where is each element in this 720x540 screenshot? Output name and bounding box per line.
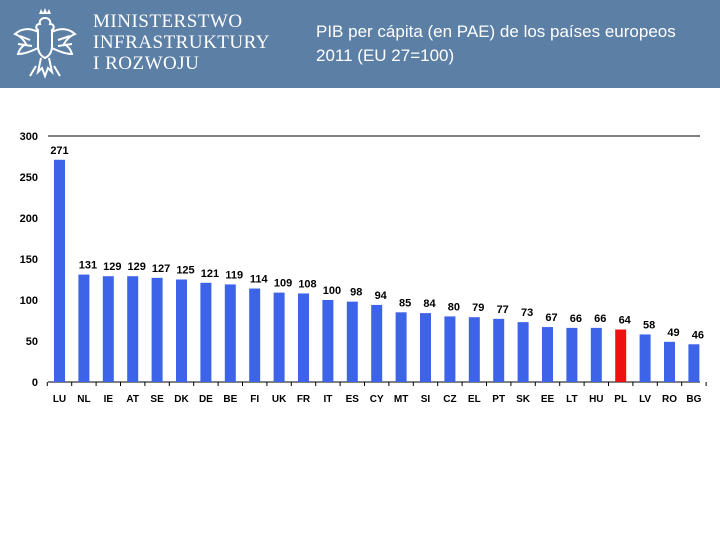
- data-label-be: 119: [225, 269, 243, 281]
- y-tick-label: 100: [20, 295, 38, 307]
- bar-pl: [615, 329, 627, 382]
- y-tick-label: 300: [20, 131, 38, 143]
- ministry-line-2: INFRASTRUKTURY: [93, 32, 270, 53]
- category-label-se: SE: [150, 394, 164, 405]
- category-label-pl: PL: [614, 394, 627, 405]
- category-label-cz: CZ: [443, 394, 456, 405]
- category-label-it: IT: [323, 394, 332, 405]
- bar-cz: [444, 316, 456, 382]
- data-label-fi: 114: [250, 274, 269, 286]
- category-label-fr: FR: [297, 394, 311, 405]
- data-label-cy: 94: [375, 290, 388, 302]
- data-label-es: 98: [350, 287, 362, 299]
- bar-cy: [371, 304, 383, 382]
- ministry-name: MINISTERSTWO INFRASTRUKTURY I ROZWOJU: [93, 11, 270, 74]
- category-label-fi: FI: [250, 394, 259, 405]
- data-label-lu: 271: [50, 145, 68, 157]
- category-label-ie: IE: [104, 394, 114, 405]
- category-label-nl: NL: [77, 394, 90, 405]
- category-label-sk: SK: [516, 394, 531, 405]
- bar-fi: [249, 288, 261, 382]
- data-label-se: 127: [152, 263, 170, 275]
- category-label-lu: LU: [53, 394, 66, 405]
- bar-ie: [102, 276, 114, 382]
- data-label-bg: 46: [692, 329, 704, 341]
- bar-bg: [688, 344, 700, 382]
- bar-si: [420, 313, 431, 382]
- category-label-si: SI: [421, 394, 431, 405]
- category-label-dk: DK: [174, 394, 189, 405]
- bar-de: [200, 282, 212, 382]
- bar-at: [127, 276, 139, 382]
- category-label-at: AT: [126, 394, 139, 405]
- category-label-pt: PT: [492, 394, 505, 405]
- bar-lt: [566, 327, 578, 382]
- category-label-lt: LT: [566, 394, 577, 405]
- data-label-ro: 49: [667, 327, 679, 339]
- bar-es: [346, 301, 358, 382]
- data-label-at: 129: [128, 261, 146, 273]
- bar-hu: [590, 327, 602, 382]
- bar-uk: [273, 292, 285, 382]
- category-label-es: ES: [346, 394, 360, 405]
- ministry-line-3: I ROZWOJU: [93, 53, 200, 74]
- bar-ro: [664, 341, 675, 382]
- data-label-sk: 73: [521, 307, 533, 319]
- bar-mt: [395, 312, 407, 382]
- bar-it: [322, 300, 334, 382]
- category-label-uk: UK: [272, 394, 287, 405]
- category-label-be: BE: [223, 394, 237, 405]
- chart-title: PIB per cápita (en PAE) de los países eu…: [316, 22, 676, 65]
- bar-pt: [493, 318, 505, 382]
- data-label-el: 79: [472, 302, 484, 314]
- data-label-uk: 109: [274, 278, 292, 290]
- data-label-ie: 129: [103, 261, 121, 273]
- y-tick-label: 250: [20, 172, 38, 184]
- bar-fr: [298, 293, 309, 382]
- category-label-mt: MT: [394, 394, 408, 405]
- category-label-cy: CY: [370, 394, 384, 405]
- y-tick-label: 0: [32, 377, 38, 389]
- y-tick-label: 200: [20, 213, 38, 225]
- category-label-de: DE: [199, 394, 213, 405]
- bar-sk: [517, 322, 529, 382]
- data-label-pt: 77: [497, 304, 509, 316]
- bar-el: [468, 317, 480, 382]
- bar-dk: [176, 279, 187, 382]
- data-label-fr: 108: [298, 278, 316, 290]
- data-label-hu: 66: [594, 313, 606, 325]
- category-label-ro: RO: [662, 394, 677, 405]
- bar-ee: [542, 327, 553, 382]
- data-label-cz: 80: [448, 301, 460, 313]
- bar-nl: [78, 274, 90, 382]
- bar-lv: [639, 334, 651, 382]
- bar-chart: 0 50 100 150 200 250 300 271 LU 131 NL 129 IE 129 AT 12…: [20, 131, 707, 405]
- bar-lu: [54, 159, 65, 382]
- category-label-hu: HU: [589, 394, 603, 405]
- category-label-bg: BG: [686, 394, 701, 405]
- data-label-dk: 125: [176, 265, 194, 277]
- header-banner: MINISTERSTWO INFRASTRUKTURY I ROZWOJU PI…: [0, 0, 720, 88]
- y-tick-label: 50: [26, 336, 38, 348]
- data-label-ee: 67: [545, 312, 557, 324]
- data-label-it: 100: [323, 285, 341, 297]
- bar-se: [151, 277, 163, 382]
- data-label-nl: 131: [79, 260, 97, 272]
- data-label-si: 84: [423, 298, 436, 310]
- category-label-lv: LV: [639, 394, 651, 405]
- data-label-lt: 66: [570, 313, 582, 325]
- category-label-el: EL: [468, 394, 481, 405]
- ministry-line-1: MINISTERSTWO: [93, 11, 243, 32]
- data-label-pl: 64: [619, 315, 632, 327]
- bar-be: [224, 284, 236, 382]
- data-label-de: 121: [201, 268, 219, 280]
- y-tick-label: 150: [20, 254, 38, 266]
- data-label-lv: 58: [643, 319, 655, 331]
- data-label-mt: 85: [399, 297, 411, 309]
- category-label-ee: EE: [541, 394, 555, 405]
- eagle-emblem-icon: [13, 8, 77, 79]
